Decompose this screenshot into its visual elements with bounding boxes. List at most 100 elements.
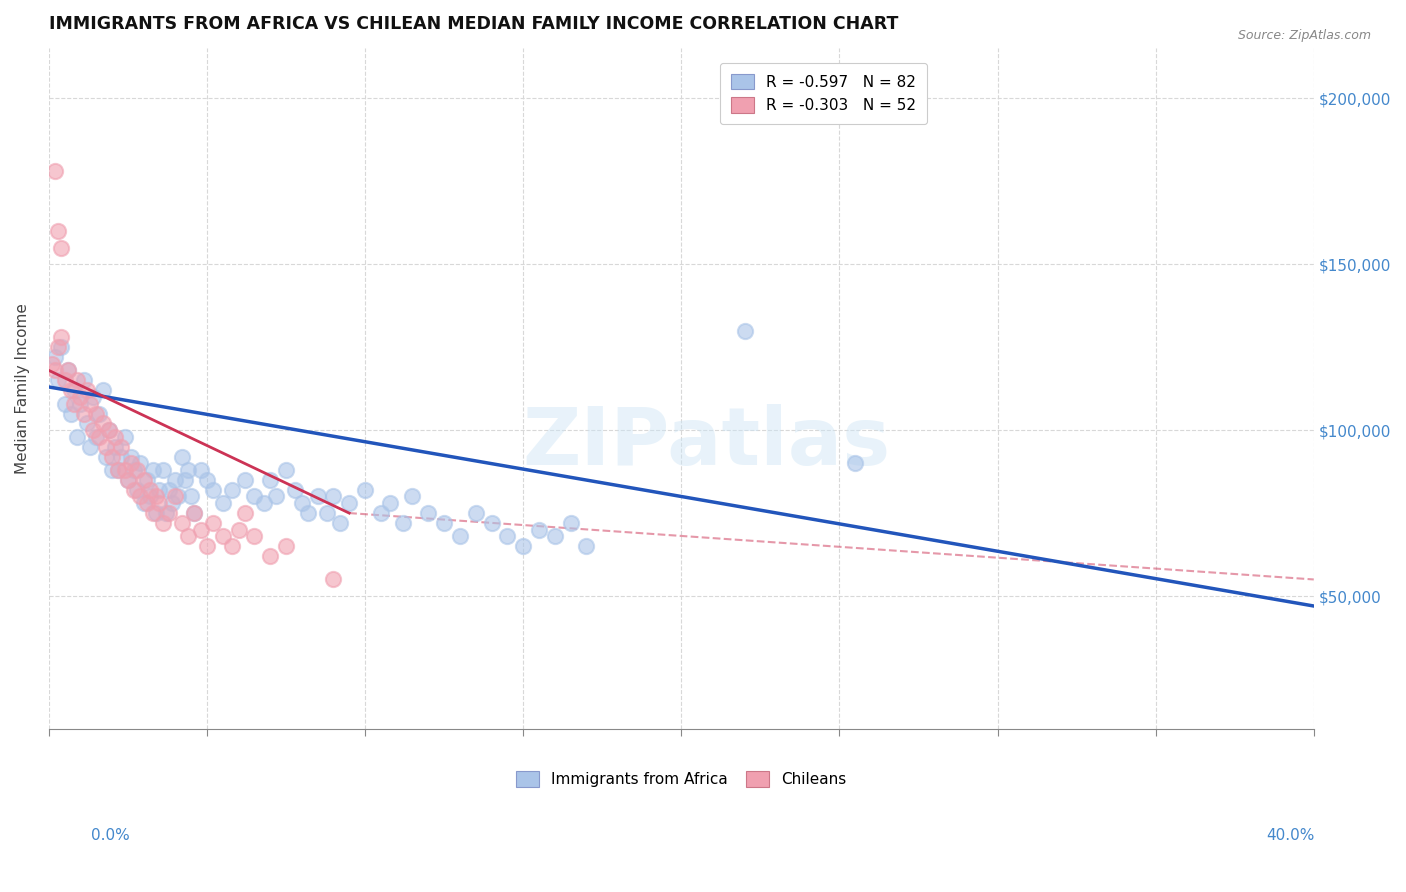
Point — [233, 473, 256, 487]
Point — [233, 506, 256, 520]
Point — [177, 463, 200, 477]
Point — [117, 473, 139, 487]
Point — [53, 396, 76, 410]
Point — [89, 430, 111, 444]
Point — [148, 496, 170, 510]
Point — [449, 529, 471, 543]
Point — [560, 516, 582, 530]
Point — [69, 396, 91, 410]
Text: Source: ZipAtlas.com: Source: ZipAtlas.com — [1237, 29, 1371, 42]
Point — [41, 357, 63, 371]
Point — [135, 496, 157, 510]
Point — [307, 490, 329, 504]
Point — [433, 516, 456, 530]
Point — [117, 473, 139, 487]
Point — [544, 529, 567, 543]
Point — [127, 463, 149, 477]
Point — [44, 350, 66, 364]
Point — [44, 363, 66, 377]
Point — [97, 423, 120, 437]
Point — [82, 423, 104, 437]
Point — [69, 390, 91, 404]
Point — [221, 483, 243, 497]
Point — [104, 430, 127, 444]
Point — [180, 490, 202, 504]
Point — [183, 506, 205, 520]
Point — [243, 529, 266, 543]
Point — [79, 440, 101, 454]
Point — [59, 384, 82, 398]
Point — [155, 506, 177, 520]
Point — [76, 384, 98, 398]
Point — [120, 456, 142, 470]
Point — [97, 423, 120, 437]
Point — [132, 496, 155, 510]
Point — [170, 516, 193, 530]
Point — [195, 473, 218, 487]
Point — [142, 506, 165, 520]
Point — [211, 496, 233, 510]
Point — [190, 523, 212, 537]
Point — [84, 407, 107, 421]
Point — [53, 373, 76, 387]
Point — [46, 340, 69, 354]
Point — [44, 164, 66, 178]
Point — [145, 490, 167, 504]
Point — [844, 456, 866, 470]
Point — [221, 539, 243, 553]
Point — [322, 490, 344, 504]
Point — [82, 390, 104, 404]
Point — [575, 539, 598, 553]
Point — [202, 483, 225, 497]
Point — [165, 473, 187, 487]
Point — [129, 456, 152, 470]
Point — [512, 539, 534, 553]
Point — [170, 450, 193, 464]
Point — [148, 483, 170, 497]
Point — [202, 516, 225, 530]
Point — [104, 440, 127, 454]
Point — [370, 506, 392, 520]
Point — [94, 450, 117, 464]
Point — [107, 463, 129, 477]
Y-axis label: Median Family Income: Median Family Income — [15, 303, 30, 474]
Point — [157, 506, 180, 520]
Point — [297, 506, 319, 520]
Point — [51, 241, 73, 255]
Point — [59, 407, 82, 421]
Point — [259, 549, 281, 564]
Point — [354, 483, 377, 497]
Point — [91, 417, 114, 431]
Point — [72, 407, 94, 421]
Point — [56, 363, 79, 377]
Point — [211, 529, 233, 543]
Point — [183, 506, 205, 520]
Point — [114, 430, 136, 444]
Point — [165, 490, 187, 504]
Point — [734, 324, 756, 338]
Point — [496, 529, 519, 543]
Text: 40.0%: 40.0% — [1267, 828, 1315, 843]
Point — [129, 490, 152, 504]
Point — [322, 573, 344, 587]
Point — [132, 473, 155, 487]
Point — [84, 430, 107, 444]
Point — [110, 450, 132, 464]
Point — [190, 463, 212, 477]
Point — [259, 473, 281, 487]
Point — [122, 483, 145, 497]
Point — [481, 516, 503, 530]
Point — [107, 463, 129, 477]
Point — [66, 430, 89, 444]
Point — [120, 450, 142, 464]
Point — [145, 506, 167, 520]
Point — [63, 396, 86, 410]
Point — [89, 407, 111, 421]
Point — [464, 506, 486, 520]
Point — [253, 496, 276, 510]
Point — [401, 490, 423, 504]
Point — [418, 506, 440, 520]
Point — [51, 330, 73, 344]
Point — [274, 463, 297, 477]
Point — [72, 373, 94, 387]
